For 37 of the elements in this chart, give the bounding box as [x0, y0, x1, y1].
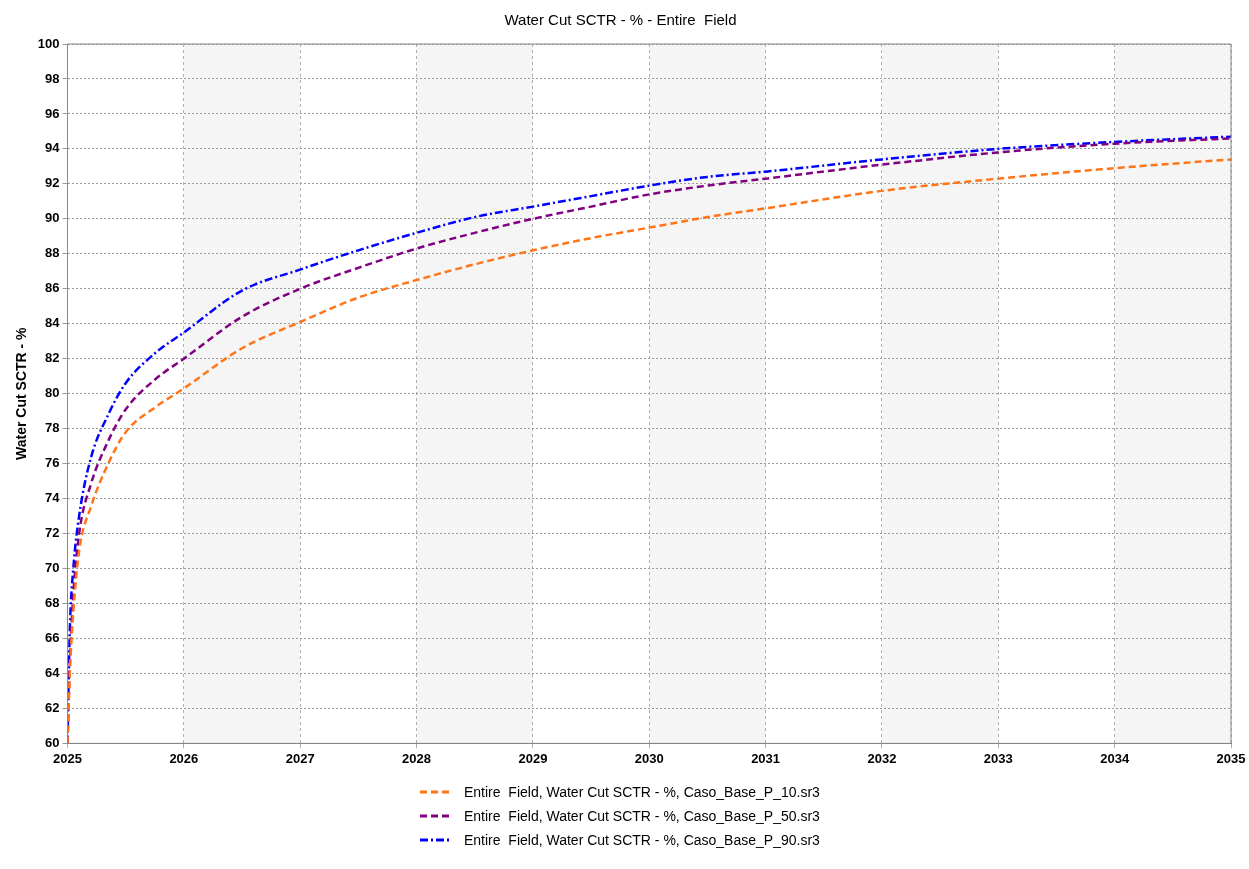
y-tick-label: 84 [45, 315, 61, 331]
x-tick-label: 2035 [1216, 750, 1246, 766]
y-tick-label: 72 [45, 525, 60, 541]
y-tick-label: 100 [37, 35, 60, 51]
chart-title: Water Cut SCTR - % - Entire Field [504, 11, 737, 29]
y-tick-label: 94 [45, 140, 61, 156]
x-tick-label: 2026 [169, 750, 199, 766]
y-tick-label: 60 [45, 734, 60, 750]
y-tick-label: 90 [45, 210, 60, 226]
y-tick-label: 98 [45, 70, 60, 86]
x-tick-label: 2030 [634, 750, 664, 766]
y-tick-label: 66 [45, 630, 60, 646]
x-tick-label: 2031 [751, 750, 781, 766]
y-tick-label: 70 [45, 560, 60, 576]
y-tick-label: 86 [45, 280, 60, 296]
legend-label: Entire Field, Water Cut SCTR - %, Caso_Base_P_50.sr3 [464, 808, 820, 824]
x-tick-label: 2033 [983, 750, 1013, 766]
y-tick-label: 64 [45, 665, 61, 681]
y-tick-label: 92 [45, 175, 60, 191]
y-tick-label: 68 [45, 595, 60, 611]
y-tick-label: 80 [45, 385, 60, 401]
y-tick-label: 76 [45, 455, 60, 471]
x-tick-label: 2032 [867, 750, 897, 766]
y-tick-label: 78 [45, 420, 60, 436]
legend-label: Entire Field, Water Cut SCTR - %, Caso_Base_P_10.sr3 [464, 784, 820, 800]
y-tick-label: 74 [45, 490, 61, 506]
y-axis-title: Water Cut SCTR - % [13, 326, 30, 460]
y-tick-label: 88 [45, 245, 60, 261]
x-tick-label: 2029 [518, 750, 548, 766]
x-tick-label: 2028 [402, 750, 431, 766]
y-tick-label: 62 [45, 700, 60, 716]
x-tick-label: 2027 [285, 750, 315, 766]
legend-label: Entire Field, Water Cut SCTR - %, Caso_Base_P_90.sr3 [464, 832, 820, 848]
y-tick-label: 82 [45, 350, 60, 366]
y-tick-label: 96 [45, 105, 60, 121]
x-tick-label: 2025 [53, 750, 82, 766]
x-tick-label: 2034 [1100, 750, 1130, 766]
